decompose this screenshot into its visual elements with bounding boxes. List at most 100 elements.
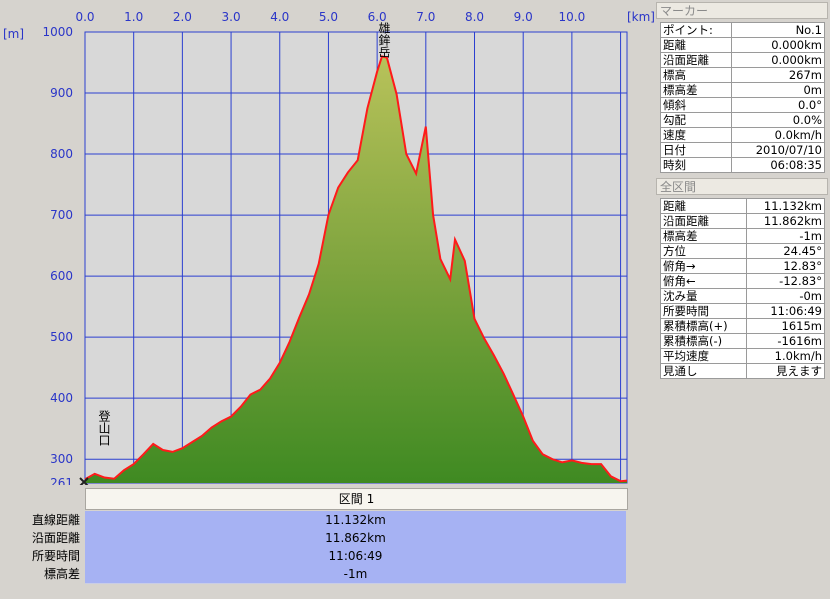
summary-label-surface-distance: 沿面距離 <box>31 531 80 545</box>
section-value: 1.0km/h <box>746 348 825 364</box>
section-row: 方位 24.45° <box>659 243 825 259</box>
x-tick-label: 2.0 <box>173 10 192 24</box>
x-tick-label: 7.0 <box>416 10 435 24</box>
marker-table: ポイント: No.1 距離 0.000km 沿面距離 0.000km 標高 267m 標高差 0m… <box>659 22 825 173</box>
marker-row: 標高差 0m <box>659 82 825 98</box>
y-tick-label: 400 <box>50 391 73 405</box>
section-value: -0m <box>746 288 825 304</box>
summary-label-duration: 所要時間 <box>31 549 80 563</box>
x-tick-label: 4.0 <box>270 10 289 24</box>
y-unit-label: [m] <box>3 27 24 41</box>
y-tick-label: 1000 <box>42 25 73 39</box>
x-tick-label: 10.0 <box>559 10 586 24</box>
section-value: 11:06:49 <box>746 303 825 319</box>
start-marker-icon <box>79 477 89 485</box>
marker-row: 沿面距離 0.000km <box>659 52 825 68</box>
section-label: 俯角→ <box>659 258 748 274</box>
section-label: 沿面距離 <box>659 213 748 229</box>
y-tick-label: 900 <box>50 86 73 100</box>
x-unit-label: [km] <box>627 10 655 24</box>
x-tick-label: 8.0 <box>465 10 484 24</box>
section-label: 標高差 <box>659 228 748 244</box>
x-tick-label: 1.0 <box>124 10 143 24</box>
section-row: 俯角← -12.83° <box>659 273 825 289</box>
section-label: 平均速度 <box>659 348 748 364</box>
y-tick-label: 800 <box>50 147 73 161</box>
elevation-area <box>85 56 627 484</box>
section-panel-title: 全区間 <box>656 178 828 195</box>
section-value: 12.83° <box>746 258 825 274</box>
marker-value: No.1 <box>731 22 825 38</box>
section-value: 1615m <box>746 318 825 334</box>
section-value: -1m <box>746 228 825 244</box>
info-panel: マーカー ポイント: No.1 距離 0.000km 沿面距離 0.000km 標高 267m… <box>655 0 830 599</box>
section-label: 累積標高(-) <box>659 333 748 349</box>
y-tick-label: 700 <box>50 208 73 222</box>
section-label: 方位 <box>659 243 748 259</box>
summary-value-straight-distance: 11.132km <box>85 511 626 530</box>
section-value: 24.45° <box>746 243 825 259</box>
section-row: 沈み量 -0m <box>659 288 825 304</box>
summary-value-duration: 11:06:49 <box>85 547 626 566</box>
x-tick-label: 5.0 <box>319 10 338 24</box>
section-label: 所要時間 <box>659 303 748 319</box>
marker-row: 速度 0.0km/h <box>659 127 825 143</box>
marker-value: 267m <box>731 67 825 83</box>
section-row: 累積標高(-) -1616m <box>659 333 825 349</box>
summary-value-surface-distance: 11.862km <box>85 529 626 548</box>
y-tick-label: 600 <box>50 269 73 283</box>
marker-value: 06:08:35 <box>731 157 825 173</box>
section-label: 距離 <box>659 198 748 214</box>
section-value: 見えます <box>746 363 825 379</box>
section-label: 俯角← <box>659 273 748 289</box>
section-value: -1616m <box>746 333 825 349</box>
marker-label: 勾配 <box>659 112 733 128</box>
section-row: 見通し 見えます <box>659 363 825 379</box>
marker-label: 傾斜 <box>659 97 733 113</box>
marker-label: 時刻 <box>659 157 733 173</box>
segment-header[interactable]: 区間 1 <box>85 488 628 510</box>
marker-value: 0.000km <box>731 37 825 53</box>
section-table: 距離 11.132km 沿面距離 11.862km 標高差 -1m 方位 24.45° 俯角→ 1… <box>659 198 825 379</box>
marker-value: 0.0% <box>731 112 825 128</box>
marker-row: 標高 267m <box>659 67 825 83</box>
marker-label: 標高 <box>659 67 733 83</box>
y-tick-label: 261 <box>50 476 73 485</box>
marker-row: 距離 0.000km <box>659 37 825 53</box>
marker-row: 日付 2010/07/10 <box>659 142 825 158</box>
marker-value: 0.0km/h <box>731 127 825 143</box>
marker-panel-title: マーカー <box>656 2 828 19</box>
summary-label-elevation-diff: 標高差 <box>43 567 80 581</box>
marker-row: 傾斜 0.0° <box>659 97 825 113</box>
marker-label: 標高差 <box>659 82 733 98</box>
marker-value: 0m <box>731 82 825 98</box>
elevation-line <box>84 55 628 483</box>
section-row: 沿面距離 11.862km <box>659 213 825 229</box>
segment-summary: 区間 1 直線距離 11.132km 沿面距離 11.862km 所要時間 11… <box>0 485 655 599</box>
section-row: 所要時間 11:06:49 <box>659 303 825 319</box>
summary-value-elevation-diff: -1m <box>85 565 626 584</box>
marker-value: 0.000km <box>731 52 825 68</box>
x-tick-label: 9.0 <box>514 10 533 24</box>
trailhead-annotation: 登山口 <box>97 409 111 446</box>
marker-value: 2010/07/10 <box>731 142 825 158</box>
section-value: 11.132km <box>746 198 825 214</box>
elevation-chart-svg: 0.0 1.0 2.0 3.0 4.0 5.0 6.0 7.0 8.0 9.0 10.0 [km] 10… <box>3 10 655 485</box>
section-value: -12.83° <box>746 273 825 289</box>
peak-annotation: 雄鉾岳 <box>377 21 391 58</box>
section-row: 平均速度 1.0km/h <box>659 348 825 364</box>
marker-label: 日付 <box>659 142 733 158</box>
section-row: 俯角→ 12.83° <box>659 258 825 274</box>
x-tick-label: 3.0 <box>222 10 241 24</box>
section-row: 標高差 -1m <box>659 228 825 244</box>
marker-row: 時刻 06:08:35 <box>659 157 825 173</box>
section-value: 11.862km <box>746 213 825 229</box>
section-row: 距離 11.132km <box>659 198 825 214</box>
marker-row: ポイント: No.1 <box>659 22 825 38</box>
section-label: 見通し <box>659 363 748 379</box>
marker-label: 速度 <box>659 127 733 143</box>
marker-label: ポイント: <box>659 22 733 38</box>
x-tick-label: 0.0 <box>75 10 94 24</box>
marker-label: 沿面距離 <box>659 52 733 68</box>
y-tick-label: 500 <box>50 330 73 344</box>
